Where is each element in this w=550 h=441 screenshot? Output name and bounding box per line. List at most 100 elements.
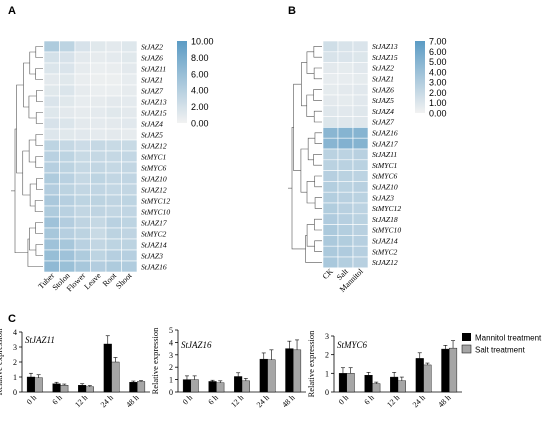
row-label-stmyc12: StMYC12 [141,196,170,205]
heatmap-cell [121,227,138,240]
bar-mannitol-treatment [338,373,347,393]
x-tick-label: 48 h [436,393,452,409]
dendrogram-link [28,95,37,119]
y-tick-label: 5 [169,326,173,335]
heatmap-cell [352,105,369,117]
heatmap-cell [90,161,107,174]
heatmap-cell [337,159,354,171]
legend-label-mannitol: Mannitol treatment [475,334,542,343]
heatmap-cell [43,150,60,163]
x-tick-label: 6 h [362,393,375,406]
heatmap-cell [322,181,339,193]
panel-label-b: B [288,5,296,17]
colorbar-b: 7.006.005.004.003.002.001.000.00 [415,37,447,119]
row-label-stjaz7: StJAZ7 [141,86,164,95]
row-label-stmyc10: StMYC10 [372,226,401,235]
row-label-stjaz3: StJAZ3 [372,193,394,202]
bar-mannitol-treatment [285,348,294,393]
y-tick-label: 1 [325,369,329,378]
dendrogram-link [305,235,322,263]
heatmap-cell [121,51,138,64]
bar-mannitol-treatment [390,376,399,393]
y-tick-label: 2 [169,363,173,372]
heatmap-cell [322,256,339,269]
legend-swatch-salt [461,344,472,354]
bar-salt-treatment [241,380,250,393]
dendrogram-link [35,222,43,234]
dendrogram-link [307,137,315,161]
heatmap-cell [74,216,91,229]
colorbar-tick-label: 0.00 [191,119,209,129]
colorbar-tick-label: 4.00 [429,67,447,77]
heatmap-cell [352,137,369,150]
heatmap-cell [59,95,76,108]
heatmap-cell [43,161,60,174]
heatmap-cell [337,62,354,74]
heatmap-cell [352,256,369,269]
x-tick-label: 12 h [73,393,89,409]
dendrogram-link [313,67,322,80]
bar-salt-treatment [423,364,432,393]
heatmap-cell [105,139,122,152]
heatmap-cell [59,150,76,163]
heatmap-cell [337,148,354,161]
bar-salt-treatment [346,373,355,393]
heatmap-cell [74,40,91,53]
heatmap-cell [43,194,60,207]
dendrogram-link [28,139,36,163]
heatmap-cell [105,62,122,75]
heatmap-cell [43,84,60,97]
heatmap-cell [59,249,76,262]
heatmap-cell [90,139,107,152]
row-label-stjaz5: StJAZ5 [372,96,394,105]
row-label-stjaz16: StJAZ16 [372,129,398,138]
heatmap-cell [43,139,60,152]
heatmap-cell [105,260,122,273]
heatmap-cell [43,227,60,240]
heatmap-cell [43,172,60,185]
heatmap-cell [74,238,91,251]
heatmap-cell [337,235,354,247]
row-label-stmyc6: StMYC6 [372,172,398,181]
row-label-stjaz2: StJAZ2 [372,64,394,73]
gene-title: StJAZ16 [181,340,212,350]
heatmap-cell [352,235,369,247]
heatmap-cell [352,94,369,107]
heatmap-cell [105,128,122,141]
dendrogram-link [35,112,43,124]
heatmap-cell [90,260,107,273]
x-tick-label: 6 h [206,393,219,406]
row-label-stjaz6: StJAZ6 [372,85,394,94]
x-tick-label: 24 h [411,393,427,409]
heatmap-cell [43,51,60,64]
x-tick-label: 48 h [124,393,140,409]
heatmap-cell [322,170,339,182]
heatmap-cell [59,227,76,240]
row-label-stjaz12: StJAZ12 [141,185,167,194]
bar-mannitol-treatment [52,383,61,393]
heatmap-cell [352,40,369,53]
heatmap-cell [90,62,107,75]
dendrogram-link [35,46,43,58]
heatmap-cell [337,40,354,53]
heatmap-cell [121,117,138,130]
heatmap-cell [105,227,122,240]
dendrogram-link [314,175,322,188]
heatmap-cell [121,183,138,196]
y-axis-label: Relative expression [0,328,4,396]
heatmap-cell [121,95,138,108]
dendrogram-link [314,218,322,231]
heatmap-cell [90,73,107,86]
heatmap-cell [121,249,138,262]
heatmap-cell [121,172,138,185]
heatmap-cell [105,73,122,86]
dendrogram-link [313,89,322,101]
dendrogram-link [301,62,307,107]
heatmap-cell [105,150,122,163]
heatmap-cell [322,213,339,225]
bar-salt-treatment [34,377,43,393]
bar-salt-treatment [85,386,94,393]
y-tick-label: 3 [13,343,17,352]
heatmap-cell [322,202,339,215]
